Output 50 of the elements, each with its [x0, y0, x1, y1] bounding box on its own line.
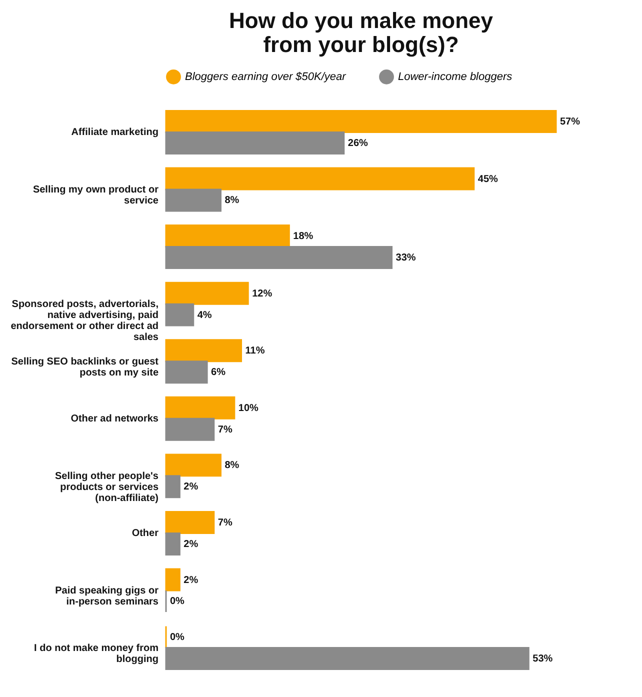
- legend-label: Lower-income bloggers: [398, 70, 513, 83]
- bar: [165, 246, 393, 270]
- bar: [165, 131, 345, 154]
- data-label: 11%: [245, 346, 265, 357]
- data-label: 18%: [293, 231, 314, 242]
- bar: [165, 647, 530, 670]
- data-label: 33%: [396, 252, 416, 264]
- data-label: 7%: [218, 424, 232, 436]
- y-tick-label: Other: [132, 528, 159, 540]
- bar: [165, 510, 215, 534]
- bar: [165, 532, 180, 556]
- bar: [165, 282, 249, 305]
- data-label: 2%: [184, 574, 198, 586]
- legend-label: Bloggers earning over $50K/year: [185, 70, 348, 83]
- data-label: 2%: [184, 482, 198, 493]
- y-tick-label: Selling other people's products or services (non-affiliate): [54, 470, 159, 504]
- data-label: 6%: [211, 367, 226, 378]
- bar: [165, 568, 180, 592]
- data-label: 2%: [184, 538, 198, 550]
- bar: [165, 396, 236, 420]
- data-label: 4%: [197, 310, 212, 321]
- data-label: 53%: [532, 654, 553, 665]
- bar: [165, 475, 180, 498]
- data-label: 7%: [218, 517, 232, 528]
- bar: [165, 418, 215, 441]
- data-label: 10%: [238, 402, 259, 414]
- bar: [165, 188, 222, 212]
- data-label: 12%: [252, 288, 272, 300]
- bar: [165, 303, 194, 326]
- bar: [165, 167, 475, 190]
- y-tick-label: Other ad networks: [70, 414, 159, 425]
- data-label: 26%: [348, 138, 368, 149]
- data-label: 0%: [170, 596, 185, 608]
- bar: [165, 224, 290, 248]
- y-tick-label: Affiliate marketing: [71, 127, 158, 138]
- bar: [165, 360, 208, 384]
- bar: [165, 454, 222, 477]
- data-label: 0%: [170, 632, 185, 644]
- y-tick-label: Selling SEO backlinks or guest posts on my site: [11, 356, 160, 378]
- y-tick-label: Paid speaking gigs or in-person seminars: [55, 586, 159, 608]
- data-label: 57%: [560, 116, 580, 128]
- data-label: 8%: [224, 195, 240, 206]
- chart-title: How do you make money from your blog(s)?: [228, 8, 494, 57]
- data-label: 8%: [224, 460, 240, 472]
- data-label: 45%: [478, 174, 498, 185]
- y-tick-label: I do not make money from blogging: [34, 642, 159, 665]
- y-tick-label: Sponsored posts, advertorials, native advertising, paid endorsement or other direct ad sales: [10, 299, 159, 344]
- y-tick-label: Selling my own product or service: [32, 184, 159, 206]
- bar: [165, 110, 557, 133]
- bar: [165, 339, 242, 362]
